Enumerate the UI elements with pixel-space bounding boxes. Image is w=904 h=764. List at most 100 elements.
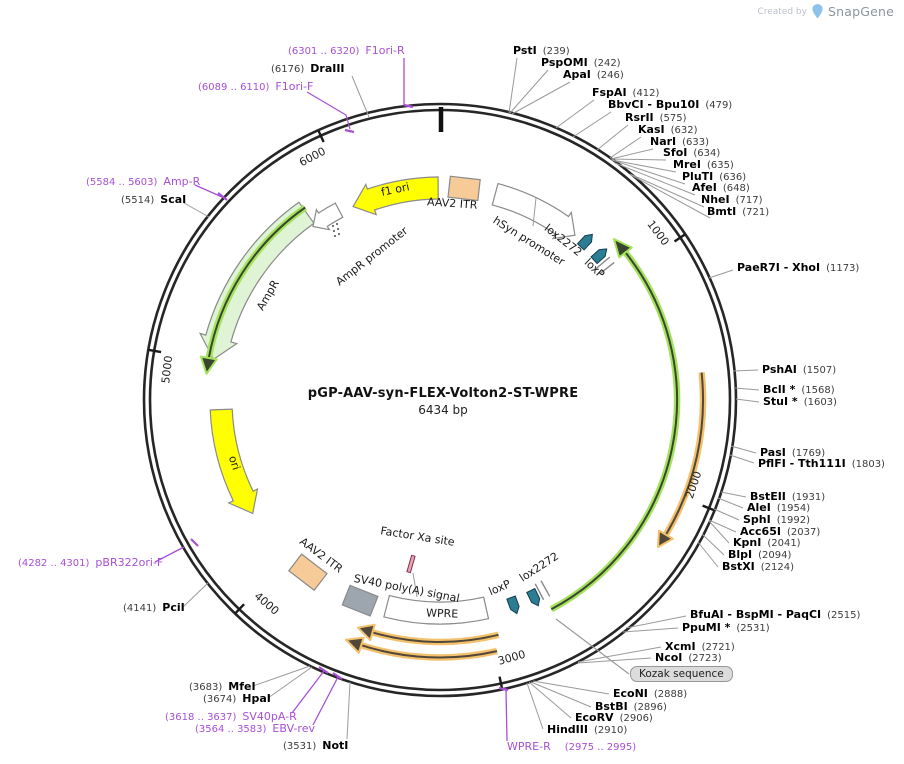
primer-label-f1ori-f[interactable]: (6089 .. 6110) F1ori-F bbox=[198, 79, 313, 95]
lox2272-site-top[interactable] bbox=[576, 231, 595, 251]
site-position: (2910) bbox=[593, 725, 628, 736]
restriction-site-label-xcmi[interactable]: XcmI (2721) bbox=[665, 639, 735, 655]
primer-label-f1ori-r[interactable]: (6301 .. 6320) F1ori-R bbox=[288, 43, 405, 59]
feature-ampr-promoter-arrow[interactable] bbox=[312, 202, 344, 231]
restriction-site-label-bstbi[interactable]: BstBI (2896) bbox=[595, 699, 667, 715]
site-position: (1931) bbox=[791, 492, 826, 503]
site-position: (635) bbox=[706, 160, 734, 171]
feature-wpre-band[interactable] bbox=[383, 594, 490, 625]
restriction-site-label-bfuai-bspmi-paqci[interactable]: BfuAI - BspMI - PaqCI (2515) bbox=[690, 607, 860, 623]
primer-label-ebv-rev[interactable]: (3564 .. 3583) EBV-rev bbox=[195, 721, 315, 737]
leader-line bbox=[346, 681, 351, 740]
restriction-site-label-paer7i-xhoi[interactable]: PaeR7I - XhoI (1173) bbox=[737, 260, 859, 276]
restriction-site-label-sphi[interactable]: SphI (1992) bbox=[743, 512, 810, 528]
restriction-site-label-afei[interactable]: AfeI (648) bbox=[692, 180, 750, 196]
plasmid-name[interactable]: pGP-AAV-syn-FLEX-Volton2-ST-WPRE bbox=[307, 386, 579, 401]
feature-label-lox2272-bottom[interactable]: lox2272 bbox=[517, 550, 561, 585]
restriction-site-label-draiii[interactable]: (6176) DraIII bbox=[271, 61, 345, 77]
kozak-sequence-badge[interactable]: Kozak sequence bbox=[630, 666, 733, 682]
feature-label-ampr-promoter[interactable]: AmpR promoter bbox=[333, 224, 410, 288]
restriction-site-label-sfoi[interactable]: SfoI (634) bbox=[663, 145, 720, 161]
leader-line bbox=[530, 681, 592, 708]
restriction-site-label-pluti[interactable]: PluTI (636) bbox=[682, 169, 746, 185]
restriction-site-label-pshai[interactable]: PshAI (1507) bbox=[762, 362, 836, 378]
restriction-site-label-bmti[interactable]: BmtI (721) bbox=[707, 204, 769, 220]
feature-factor-xa-tick[interactable] bbox=[406, 554, 416, 574]
site-position: (575) bbox=[659, 113, 687, 124]
feature-label-ampr[interactable]: AmpR bbox=[254, 277, 282, 312]
restriction-site-label-nhei[interactable]: NheI (717) bbox=[701, 192, 762, 208]
site-name: ScaI bbox=[160, 193, 187, 206]
restriction-site-label-hindiii[interactable]: HindIII (2910) bbox=[547, 722, 627, 738]
primer-label-pbr322ori-f[interactable]: (4282 .. 4301) pBR322ori-F bbox=[18, 555, 163, 571]
feature-f1-ori-arrow[interactable] bbox=[352, 176, 439, 216]
restriction-site-label-stui[interactable]: StuI * (1603) bbox=[763, 394, 837, 410]
restriction-site-label-pspomi[interactable]: PspOMI (242) bbox=[541, 55, 621, 71]
restriction-site-label-bsteii[interactable]: BstEII (1931) bbox=[750, 489, 825, 505]
feature-hsyn-promoter-arrow[interactable] bbox=[491, 182, 576, 240]
leader-line bbox=[509, 69, 549, 114]
restriction-site-label-econi[interactable]: EcoNI (2888) bbox=[613, 686, 687, 702]
loxp-site-bottom[interactable] bbox=[506, 595, 521, 615]
feature-label-ori[interactable]: ori bbox=[226, 454, 243, 472]
restriction-site-label-acc65i[interactable]: Acc65I (2037) bbox=[740, 524, 820, 540]
scale-tick-label: 2000 bbox=[683, 470, 704, 501]
restriction-site-label-ncoi[interactable]: NcoI (2723) bbox=[655, 650, 722, 666]
restriction-site-label-noti[interactable]: (3531) NotI bbox=[283, 738, 348, 754]
restriction-site-label-rsrii[interactable]: RsrII (575) bbox=[625, 110, 687, 126]
restriction-site-label-scai[interactable]: (5514) ScaI bbox=[121, 192, 186, 208]
feature-aav2-itr-bottom-box[interactable] bbox=[287, 553, 328, 592]
restriction-site-label-pcii[interactable]: (4141) PciI bbox=[123, 600, 185, 616]
feature-label-wpre[interactable]: WPRE bbox=[426, 606, 459, 620]
restriction-site-label-ppumi[interactable]: PpuMI * (2531) bbox=[682, 620, 770, 636]
site-position: (3564 .. 3583) bbox=[195, 724, 267, 735]
restriction-site-label-mrei[interactable]: MreI (635) bbox=[673, 157, 734, 173]
leader-line bbox=[729, 454, 755, 464]
feature-ori-arrow[interactable] bbox=[209, 408, 259, 515]
leader-line bbox=[610, 148, 654, 160]
restriction-site-label-mfei[interactable]: (3683) MfeI bbox=[189, 679, 256, 695]
restriction-site-label-bbvci-bpu10i[interactable]: BbvCI - Bpu10I (479) bbox=[608, 97, 732, 113]
site-position: (2906) bbox=[619, 713, 653, 724]
feature-label-loxp-top[interactable]: loxP bbox=[582, 256, 608, 281]
restriction-site-label-apai[interactable]: ApaI (246) bbox=[563, 67, 624, 83]
primer-label-amp-r[interactable]: (5584 .. 5603) Amp-R bbox=[86, 174, 200, 190]
restriction-site-label-blpi[interactable]: BlpI (2094) bbox=[728, 547, 791, 563]
restriction-site-label-bcli[interactable]: BclI * (1568) bbox=[763, 382, 835, 398]
orange-arc-bottom-outer-core bbox=[360, 644, 498, 659]
primer-label-wpre-r[interactable]: WPRE-R (2975 .. 2995) bbox=[507, 739, 636, 755]
restriction-site-label-bstxi[interactable]: BstXI (2124) bbox=[722, 559, 794, 575]
lox2272-site-bottom[interactable] bbox=[526, 587, 543, 608]
feature-label-f1-ori[interactable]: f1 ori bbox=[380, 180, 411, 199]
feature-aav2-itr-top-box[interactable] bbox=[447, 175, 481, 202]
restriction-site-label-alei[interactable]: AleI (1954) bbox=[747, 500, 810, 516]
site-position: (479) bbox=[705, 100, 733, 111]
feature-label-aav2-itr-top[interactable]: AAV2 ITR bbox=[427, 195, 478, 212]
feature-label-factor-xa-site[interactable]: Factor Xa site bbox=[380, 524, 456, 549]
leader-line bbox=[717, 497, 744, 509]
feature-ampr-arrow[interactable] bbox=[198, 201, 315, 361]
restriction-site-label-nari[interactable]: NarI (633) bbox=[650, 134, 709, 150]
leader-line bbox=[291, 670, 325, 714]
restriction-site-label-psti[interactable]: PstI (239) bbox=[513, 43, 570, 59]
plasmid-backbone-outer-ring[interactable] bbox=[142, 102, 738, 698]
primer-label-sv40pa-r[interactable]: (3618 .. 3637) SV40pA-R bbox=[165, 709, 297, 725]
leader-line bbox=[697, 541, 719, 568]
restriction-site-label-pflfi-tth111i[interactable]: PflFI - Tth111I (1803) bbox=[758, 456, 885, 472]
site-name: AleI bbox=[747, 501, 771, 514]
restriction-site-label-kasi[interactable]: KasI (632) bbox=[638, 122, 697, 138]
leader-line bbox=[611, 159, 686, 185]
restriction-site-label-hpai[interactable]: (3674) HpaI bbox=[203, 691, 271, 707]
site-name: KpnI bbox=[733, 536, 762, 549]
restriction-site-label-ecorv[interactable]: EcoRV (2906) bbox=[575, 710, 653, 726]
restriction-site-label-kpni[interactable]: KpnI (2041) bbox=[733, 535, 801, 551]
feature-sv40-polya-box[interactable] bbox=[341, 584, 379, 617]
scale-tick-2000 bbox=[702, 504, 716, 512]
site-position: (4282 .. 4301) bbox=[18, 558, 90, 569]
loxp-site-top[interactable] bbox=[590, 246, 610, 265]
feature-label-loxp-bottom[interactable]: loxP bbox=[487, 577, 513, 598]
restriction-site-label-fspai[interactable]: FspAI (412) bbox=[592, 85, 659, 101]
site-name: PflFI - Tth111I bbox=[758, 457, 846, 470]
restriction-site-label-pasi[interactable]: PasI (1769) bbox=[760, 445, 825, 461]
site-name: BmtI bbox=[707, 205, 737, 218]
